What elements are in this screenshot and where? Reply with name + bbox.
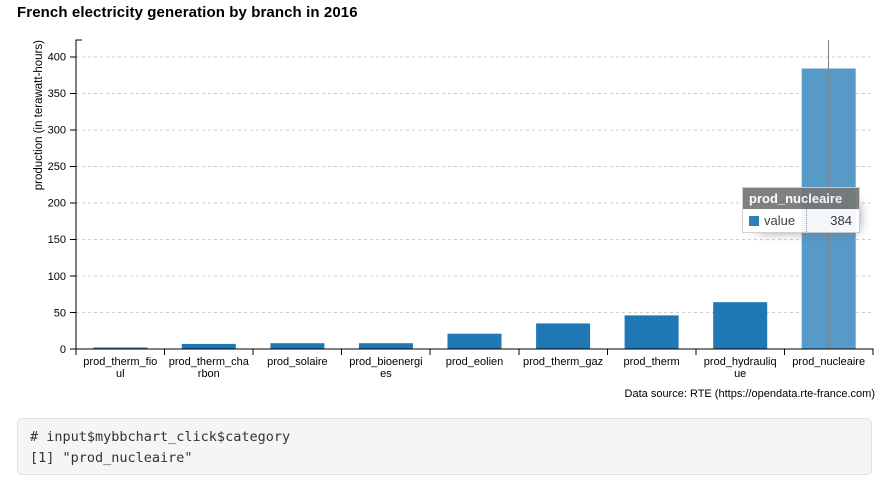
y-tick-label: 200 (48, 198, 66, 210)
y-tick-label: 250 (48, 161, 66, 173)
bar-prod_eolien[interactable] (447, 333, 502, 349)
bar-prod_hydraulique[interactable] (713, 302, 768, 349)
y-tick-label: 400 (48, 52, 66, 64)
console-output: # input$mybbchart_click$category [1] "pr… (17, 418, 872, 475)
page-title: French electricity generation by branch … (17, 4, 358, 21)
y-tick-label: 350 (48, 88, 66, 100)
x-tick-label: prod_nucleaire (792, 356, 865, 368)
tooltip-value: 384 (806, 209, 859, 232)
y-tick-label: 50 (54, 307, 66, 319)
chart-tooltip: prod_nucleaire value 384 (742, 187, 860, 233)
x-tick-label: prod_therm (623, 356, 679, 368)
bar-chart: 0 50 100 150 200 250 300 350 400 prod_therm_fio ul… (33, 39, 874, 380)
x-tick-label: prod_eolien (446, 356, 504, 368)
console-line: # input$mybbchart_click$category (30, 429, 291, 445)
y-tick-label: 150 (48, 234, 66, 246)
tooltip-title: prod_nucleaire (743, 188, 859, 209)
y-axis-label: production (in terawatt-hours) (33, 40, 45, 190)
x-axis-line (76, 348, 874, 355)
bar-prod_therm_fioul[interactable] (93, 347, 148, 350)
x-tick-label: prod_therm_gaz (523, 356, 603, 368)
x-tick-label: prod_hydrauliq ue (704, 356, 777, 380)
x-tick-label: prod_solaire (267, 356, 328, 368)
bar-prod_solaire[interactable] (270, 343, 325, 349)
console-line: [1] "prod_nucleaire" (30, 449, 193, 466)
x-tick-label: prod_bioenergi es (349, 356, 422, 380)
bar-prod_therm_charbon[interactable] (181, 343, 236, 349)
data-source-caption: Data source: RTE (https://opendata.rte-f… (624, 388, 875, 400)
tooltip-series-name: value (743, 209, 806, 232)
x-tick-label: prod_therm_cha rbon (169, 356, 250, 380)
bar-prod_bioenergies[interactable] (358, 343, 413, 349)
tooltip-series-label: value (764, 213, 796, 228)
bar-prod_therm[interactable] (624, 315, 679, 349)
bar-prod_therm_gaz[interactable] (536, 323, 591, 349)
y-tick-label: 0 (60, 344, 66, 356)
y-tick-label: 300 (48, 125, 66, 137)
x-tick-label: prod_therm_fio ul (83, 356, 157, 380)
y-tick-label: 100 (48, 271, 66, 283)
y-axis-line (75, 39, 82, 349)
tooltip-row: value 384 (743, 209, 859, 232)
series-marker-icon (749, 215, 759, 226)
